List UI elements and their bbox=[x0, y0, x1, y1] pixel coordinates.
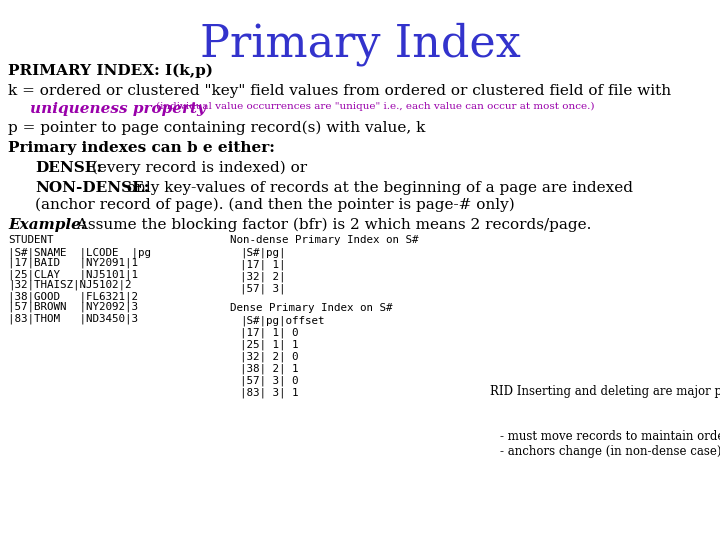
Text: (individual value occurrences are "unique" i.e., each value can occur at most on: (individual value occurrences are "uniqu… bbox=[156, 102, 595, 111]
Text: (every record is indexed) or: (every record is indexed) or bbox=[87, 161, 307, 176]
Text: RID Inserting and deleting are major problems.: RID Inserting and deleting are major pro… bbox=[490, 385, 720, 398]
Text: |83|THOM   |ND3450|3: |83|THOM |ND3450|3 bbox=[8, 313, 138, 323]
Text: k = ordered or clustered "key" field values from ordered or clustered field of f: k = ordered or clustered "key" field val… bbox=[8, 84, 671, 98]
Text: Assume the blocking factor (bfr) is 2 which means 2 records/page.: Assume the blocking factor (bfr) is 2 wh… bbox=[72, 218, 591, 232]
Text: |S#|pg|: |S#|pg| bbox=[240, 247, 286, 258]
Text: (anchor record of page). (and then the pointer is page-# only): (anchor record of page). (and then the p… bbox=[35, 198, 515, 212]
Text: |38| 2| 1: |38| 2| 1 bbox=[240, 363, 299, 374]
Text: |38|GOOD   |FL6321|2: |38|GOOD |FL6321|2 bbox=[8, 291, 138, 301]
Text: |17| 1| 0: |17| 1| 0 bbox=[240, 327, 299, 338]
Text: |25|CLAY   |NJ5101|1: |25|CLAY |NJ5101|1 bbox=[8, 269, 138, 280]
Text: PRIMARY INDEX: I(k,p): PRIMARY INDEX: I(k,p) bbox=[8, 64, 213, 78]
Text: |17|BAID   |NY2091|1: |17|BAID |NY2091|1 bbox=[8, 258, 138, 268]
Text: |57|BROWN  |NY2092|3: |57|BROWN |NY2092|3 bbox=[8, 302, 138, 313]
Text: Primary Index: Primary Index bbox=[199, 22, 521, 66]
Text: Non-dense Primary Index on S#: Non-dense Primary Index on S# bbox=[230, 235, 418, 245]
Text: |25| 1| 1: |25| 1| 1 bbox=[240, 339, 299, 349]
Text: |S#|SNAME  |LCODE  |pg: |S#|SNAME |LCODE |pg bbox=[8, 247, 151, 258]
Text: |32|THAISZ|NJ5102|2: |32|THAISZ|NJ5102|2 bbox=[8, 280, 132, 291]
Text: Dense Primary Index on S#: Dense Primary Index on S# bbox=[230, 303, 392, 313]
Text: STUDENT: STUDENT bbox=[8, 235, 53, 245]
Text: p = pointer to page containing record(s) with value, k: p = pointer to page containing record(s)… bbox=[8, 121, 426, 136]
Text: |83| 3| 1: |83| 3| 1 bbox=[240, 387, 299, 397]
Text: |17| 1|: |17| 1| bbox=[240, 259, 286, 269]
Text: |32| 2| 0: |32| 2| 0 bbox=[240, 351, 299, 361]
Text: - must move records to maintain ordering: - must move records to maintain ordering bbox=[500, 430, 720, 443]
Text: |57| 3|: |57| 3| bbox=[240, 283, 286, 294]
Text: Primary indexes can b e either:: Primary indexes can b e either: bbox=[8, 141, 275, 155]
Text: NON-DENSE:: NON-DENSE: bbox=[35, 181, 149, 195]
Text: Example:: Example: bbox=[8, 218, 86, 232]
Text: only key-values of records at the beginning of a page are indexed: only key-values of records at the beginn… bbox=[122, 181, 633, 195]
Text: - anchors change (in non-dense case): - anchors change (in non-dense case) bbox=[500, 445, 720, 458]
Text: |32| 2|: |32| 2| bbox=[240, 271, 286, 281]
Text: |S#|pg|offset: |S#|pg|offset bbox=[240, 315, 325, 326]
Text: uniqueness property: uniqueness property bbox=[30, 102, 206, 116]
Text: |57| 3| 0: |57| 3| 0 bbox=[240, 375, 299, 386]
Text: DENSE:: DENSE: bbox=[35, 161, 102, 175]
